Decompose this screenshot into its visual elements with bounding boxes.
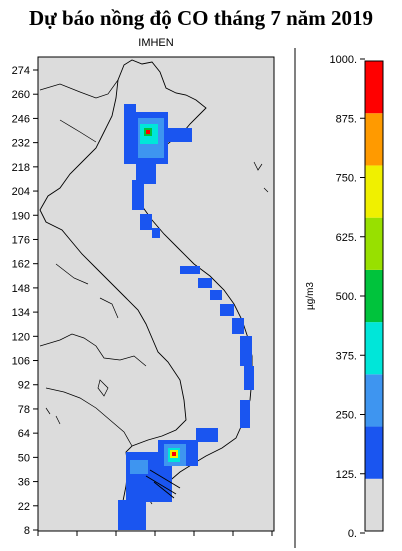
border-lines <box>39 79 147 447</box>
y-tick-label: 260 <box>12 89 30 101</box>
colorbar-band <box>365 217 383 270</box>
y-tick-label: 92 <box>18 380 30 392</box>
colorbar-label: 375. <box>336 350 357 362</box>
co-concentration-coast <box>140 214 254 428</box>
colorbar-band <box>365 322 383 375</box>
y-tick-label: 36 <box>18 477 30 489</box>
y-tick-label: 120 <box>12 331 30 343</box>
y-tick-label: 274 <box>12 65 30 77</box>
source-label: IMHEN <box>138 37 174 49</box>
y-tick-label: 246 <box>12 113 30 125</box>
colorbar-band <box>365 478 383 531</box>
map-title: Dự báo nồng độ CO tháng 7 năm 2019 <box>28 6 373 30</box>
y-tick-label: 176 <box>12 234 30 246</box>
colorbar-label: 500. <box>336 291 357 303</box>
y-tick-label: 162 <box>12 259 30 271</box>
colorbar-label: 250. <box>336 410 357 422</box>
colorbar-band <box>365 113 383 166</box>
y-tick-label: 204 <box>12 186 30 198</box>
y-tick-label: 106 <box>12 356 30 368</box>
y-tick-label: 232 <box>12 138 30 150</box>
y-tick-label: 148 <box>12 283 30 295</box>
colorbar-label: 750. <box>336 173 357 185</box>
co-concentration-south <box>118 428 218 530</box>
y-axis: 274 260 246 232 218 204 190 176 162 148 134 120 106 9… <box>12 65 38 537</box>
colorbar-label: 875. <box>336 113 357 125</box>
y-tick-label: 78 <box>18 404 30 416</box>
colorbar-label: 1000. <box>329 54 357 66</box>
colorbar-band <box>365 426 383 479</box>
colorbar-label: 125. <box>336 469 357 481</box>
y-tick-label: 190 <box>12 210 30 222</box>
y-tick-label: 218 <box>12 162 30 174</box>
colorbar-band <box>365 374 383 427</box>
y-tick-label: 8 <box>24 525 30 537</box>
y-tick-label: 50 <box>18 452 30 464</box>
colorbar-label: 625. <box>336 232 357 244</box>
colorbar-label: 0. <box>348 528 357 540</box>
co-concentration-north <box>124 104 192 210</box>
y-tick-label: 134 <box>12 307 30 319</box>
colorbar-band <box>365 269 383 323</box>
y-tick-label: 64 <box>18 428 30 440</box>
colorbar: 1000. 875. 750. 625. 500. 375. 250. 125. 0. <box>329 54 384 540</box>
y-tick-label: 22 <box>18 501 30 513</box>
colorbar-unit-label: µg/m3 <box>305 282 316 310</box>
colorbar-band <box>365 61 383 114</box>
x-axis <box>37 530 274 536</box>
colorbar-band <box>365 165 383 218</box>
